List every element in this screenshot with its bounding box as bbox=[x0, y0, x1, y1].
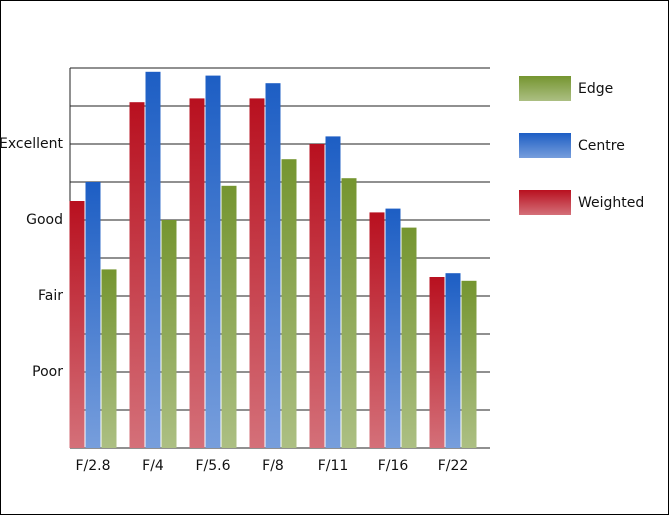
y-tick-label: Fair bbox=[38, 288, 63, 304]
x-tick-label: F/5.6 bbox=[195, 458, 230, 474]
legend-swatch bbox=[519, 76, 571, 101]
bar bbox=[221, 185, 237, 449]
bar bbox=[205, 75, 221, 448]
x-tick-label: F/8 bbox=[262, 458, 284, 474]
bar bbox=[189, 98, 205, 449]
x-tick-label: F/2.8 bbox=[75, 458, 110, 474]
x-tick-label: F/11 bbox=[318, 458, 349, 474]
bar bbox=[249, 98, 265, 449]
y-tick-label: Excellent bbox=[0, 136, 64, 152]
legend-swatch bbox=[519, 133, 571, 158]
legend-label: Weighted bbox=[578, 195, 644, 211]
bar bbox=[385, 208, 401, 448]
bar bbox=[325, 136, 341, 448]
bar bbox=[145, 71, 161, 449]
x-tick-label: F/16 bbox=[378, 458, 409, 474]
bar bbox=[341, 178, 357, 448]
y-tick-label: Good bbox=[26, 212, 63, 228]
bar bbox=[281, 159, 297, 448]
bar bbox=[401, 227, 417, 448]
bar bbox=[161, 220, 177, 448]
x-tick-label: F/22 bbox=[438, 458, 469, 474]
bar bbox=[101, 269, 117, 448]
bar bbox=[445, 273, 461, 448]
bar bbox=[265, 83, 281, 448]
legend-label: Edge bbox=[578, 81, 613, 97]
legend-swatch bbox=[519, 190, 571, 215]
bar bbox=[69, 201, 85, 448]
y-tick-label: Poor bbox=[32, 364, 63, 380]
bar bbox=[429, 277, 445, 448]
bar bbox=[309, 144, 325, 448]
legend-label: Centre bbox=[578, 138, 625, 154]
bar bbox=[129, 102, 145, 448]
bar bbox=[461, 280, 477, 448]
x-tick-label: F/4 bbox=[142, 458, 164, 474]
bar bbox=[369, 212, 385, 448]
bar bbox=[85, 182, 101, 448]
